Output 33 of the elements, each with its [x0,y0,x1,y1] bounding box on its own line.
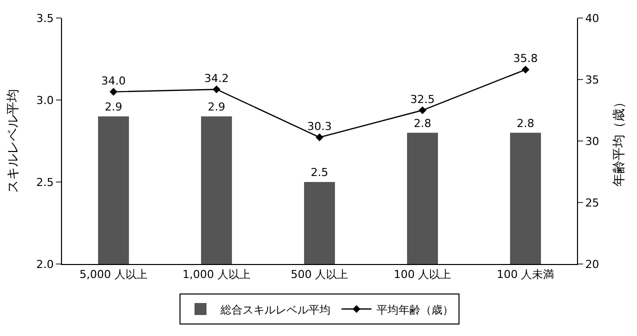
y-tick-label: 3.0 [36,94,54,107]
y-tick-label: 2.5 [36,176,54,189]
y2-tick-label: 25 [585,196,600,210]
point [110,88,118,96]
point [522,66,530,74]
data-label: 34.2 [204,72,229,85]
y-axis-title: スキルレベル平均 [6,89,22,193]
x-tick-label: 1,000 人以上 [182,268,250,282]
y2-tick-label: 40 [585,12,600,25]
data-label: 2.9 [104,100,122,114]
point [418,106,426,114]
point [316,133,324,142]
point [212,85,220,94]
data-label: 35.8 [513,52,538,66]
data-label: 2.8 [516,116,534,130]
data-label: 2.9 [208,100,226,114]
y-tick-label: 2.0 [36,258,54,271]
y2-tick-label: 20 [585,258,600,271]
data-label: 30.3 [307,120,332,133]
x-tick-label: 5,000 人以上 [80,268,148,282]
y2-tick-label: 35 [585,73,600,86]
x-tick-label: 100 人以上 [394,268,452,282]
data-label: 2.5 [310,166,328,179]
y2-tick-label: 30 [585,134,600,148]
y2-axis-title: 年齢平均（歳） [612,96,627,186]
legend-label: 総合スキルレベル平均 [220,303,330,316]
legend-label: 平均年齢（歳） [376,303,454,316]
data-label: 32.5 [410,92,435,106]
data-label: 34.0 [101,74,126,88]
data-label: 2.8 [414,116,432,130]
x-tick-label: 500 人以上 [290,268,348,282]
y-tick-label: 3.5 [36,12,54,25]
x-tick-label: 100 人未満 [496,268,554,282]
